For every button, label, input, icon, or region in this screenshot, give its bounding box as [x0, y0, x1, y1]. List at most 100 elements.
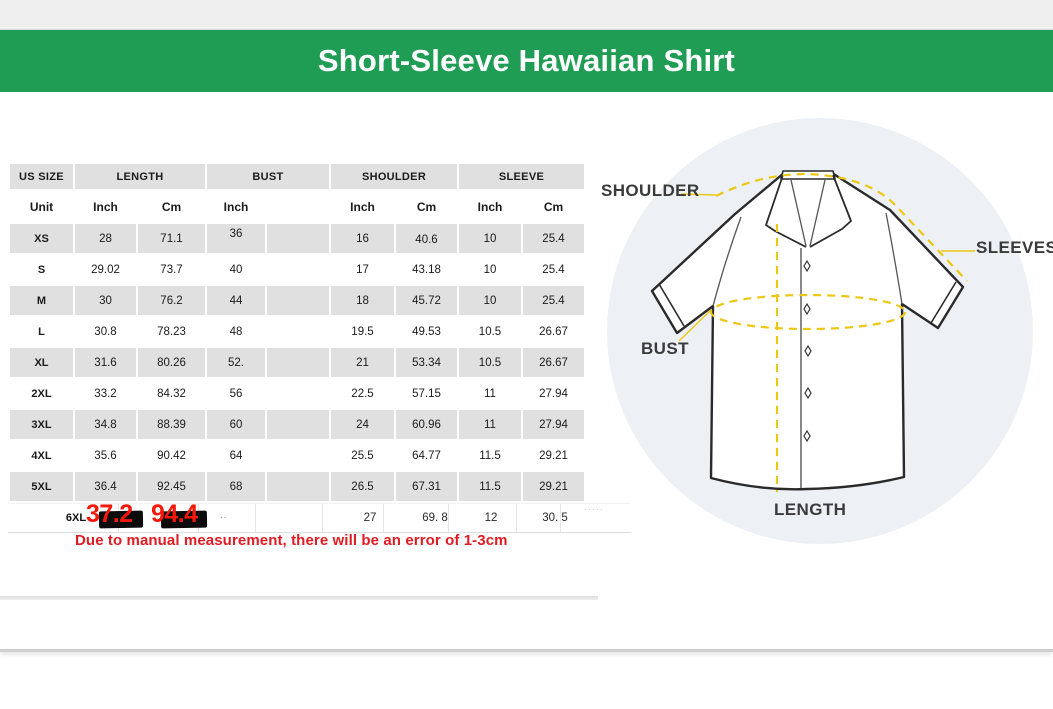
table-cell: 11.5 [458, 440, 522, 471]
table-cell: 76.2 [137, 285, 206, 316]
divider-line-full [0, 649, 1053, 652]
table-cell: 80.26 [137, 347, 206, 378]
row-size-label: 5XL [9, 471, 74, 502]
table-cell: 73.7 [137, 254, 206, 285]
table-cell: 52. [206, 347, 266, 378]
unit-cell: Inch [74, 190, 137, 223]
table-cell: 10 [458, 223, 522, 254]
table-cell: 31.6 [74, 347, 137, 378]
table-cell: 88.39 [137, 409, 206, 440]
row-size-label: XS [9, 223, 74, 254]
table-cell: 10 [458, 285, 522, 316]
row-size-label: 4XL [9, 440, 74, 471]
measurement-note: Due to manual measurement, there will be… [75, 532, 508, 549]
divider [322, 504, 323, 532]
divider-line-short [0, 596, 598, 600]
divider [255, 504, 256, 532]
divider [516, 504, 517, 532]
redacted-bust-mark: .. [220, 510, 228, 521]
table-cell: 21 [330, 347, 395, 378]
table-cell: 44 [206, 285, 266, 316]
table-cell: 11.5 [458, 471, 522, 502]
table-cell: 26.67 [522, 347, 585, 378]
shirt-outline [650, 171, 965, 491]
table-cell: 92.45 [137, 471, 206, 502]
table-cell: 43.18 [395, 254, 458, 285]
table-cell: 36 [206, 223, 266, 254]
page-title: Short-Sleeve Hawaiian Shirt [317, 43, 736, 78]
table-cell [266, 378, 330, 409]
table-cell: 11 [458, 409, 522, 440]
table-cell [266, 347, 330, 378]
divider [383, 504, 384, 532]
col-header-sleeve: SLEEVE [458, 163, 585, 190]
table-cell [266, 471, 330, 502]
table-cell: 53.34 [395, 347, 458, 378]
bust-dash-ellipse [709, 293, 907, 331]
col-header-us-size: US SIZE [9, 163, 74, 190]
table-cell: 48 [206, 316, 266, 347]
table-cell: 36.4 [74, 471, 137, 502]
table-cell: 16 [330, 223, 395, 254]
table-cell: 26.5 [330, 471, 395, 502]
row-size-label: 2XL [9, 378, 74, 409]
table-cell: 10.5 [458, 347, 522, 378]
table-cell: 18 [330, 285, 395, 316]
table-cell: 78.23 [137, 316, 206, 347]
length-label: LENGTH [774, 500, 847, 519]
table-cell: 64 [206, 440, 266, 471]
table-cell: 56 [206, 378, 266, 409]
table-cell: 24 [330, 409, 395, 440]
table-cell: 27 [363, 512, 377, 524]
table-cell: 40 [206, 254, 266, 285]
table-cell: 57.15 [395, 378, 458, 409]
size-table: US SIZE LENGTH BUST SHOULDER SLEEVE Unit… [9, 163, 585, 502]
table-cell: 30.8 [74, 316, 137, 347]
faint-artifact: ····· [584, 504, 604, 514]
divider [560, 504, 561, 532]
corrected-length-inch: 37.2 [86, 500, 133, 528]
row-size-label: L [9, 316, 74, 347]
shoulder-label: SHOULDER [601, 181, 700, 200]
collar-band [780, 170, 836, 180]
table-cell [266, 409, 330, 440]
table-cell: 60 [206, 409, 266, 440]
table-cell: 29.21 [522, 471, 585, 502]
table-cell: 29.02 [74, 254, 137, 285]
table-cell: 45.72 [395, 285, 458, 316]
unit-cell [266, 190, 330, 223]
unit-cell: Cm [137, 190, 206, 223]
sleeves-label: SLEEVES [976, 238, 1053, 257]
bust-label: BUST [641, 339, 689, 358]
row-size-label: 6XL [65, 512, 87, 524]
table-cell [266, 254, 330, 285]
table-cell: 27.94 [522, 409, 585, 440]
col-header-bust: BUST [206, 163, 330, 190]
table-cell: 30 [74, 285, 137, 316]
divider [448, 504, 449, 532]
table-cell: 25.4 [522, 285, 585, 316]
table-cell: 26.67 [522, 316, 585, 347]
table-cell: 60.96 [395, 409, 458, 440]
top-gray-bar [0, 0, 1053, 30]
bust-callout-line [678, 309, 712, 342]
title-banner: Short-Sleeve Hawaiian Shirt [0, 30, 1053, 92]
collar-opening-lines [790, 179, 826, 247]
table-cell: 28 [74, 223, 137, 254]
armhole-seams [712, 212, 903, 307]
table-cell: 10.5 [458, 316, 522, 347]
table-cell: 90.42 [137, 440, 206, 471]
unit-label: Unit [9, 190, 74, 223]
table-cell: 10 [458, 254, 522, 285]
table-cell: 25.4 [522, 223, 585, 254]
row-size-label: S [9, 254, 74, 285]
table-cell: 67.31 [395, 471, 458, 502]
table-cell [266, 440, 330, 471]
row-size-label: 3XL [9, 409, 74, 440]
button-icons [803, 259, 812, 443]
table-cell: 69. 8 [422, 512, 448, 524]
shoulder-sleeve-dash-line [715, 172, 968, 282]
unit-cell: Inch [330, 190, 395, 223]
col-header-shoulder: SHOULDER [330, 163, 458, 190]
